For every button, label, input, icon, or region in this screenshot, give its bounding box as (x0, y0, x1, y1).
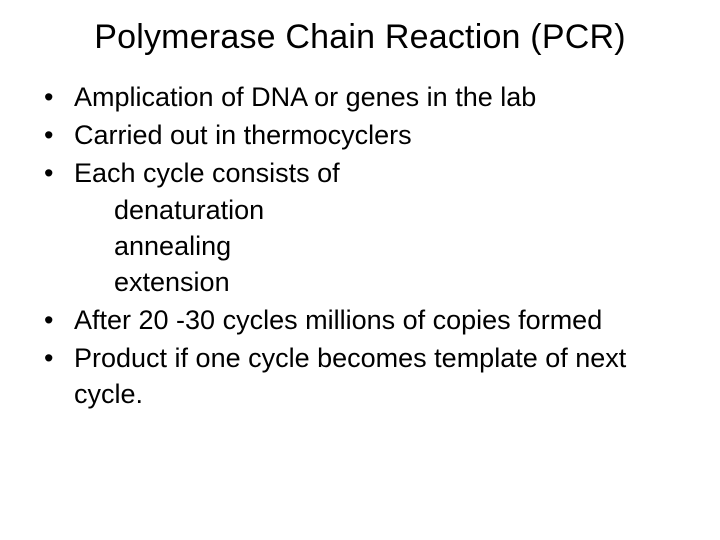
bullet-item: Carried out in thermocyclers (34, 117, 686, 153)
bullet-item: After 20 -30 cycles millions of copies f… (34, 302, 686, 338)
bullet-item: Each cycle consists of denaturation anne… (34, 155, 686, 300)
bullet-text: After 20 -30 cycles millions of copies f… (74, 305, 602, 335)
bullet-text: Each cycle consists of (74, 158, 340, 188)
slide: Polymerase Chain Reaction (PCR) Amplicat… (0, 0, 720, 540)
sub-list: denaturation annealing extension (74, 192, 686, 301)
sub-item: annealing (114, 228, 686, 264)
bullet-text: Carried out in thermocyclers (74, 120, 412, 150)
sub-item: extension (114, 264, 686, 300)
bullet-item: Amplication of DNA or genes in the lab (34, 79, 686, 115)
bullet-text: Product if one cycle becomes template of… (74, 343, 626, 409)
bullet-text: Amplication of DNA or genes in the lab (74, 82, 536, 112)
sub-item: denaturation (114, 192, 686, 228)
bullet-list: Amplication of DNA or genes in the lab C… (34, 79, 686, 413)
bullet-item: Product if one cycle becomes template of… (34, 340, 686, 412)
slide-title: Polymerase Chain Reaction (PCR) (34, 18, 686, 57)
slide-body: Amplication of DNA or genes in the lab C… (34, 79, 686, 413)
